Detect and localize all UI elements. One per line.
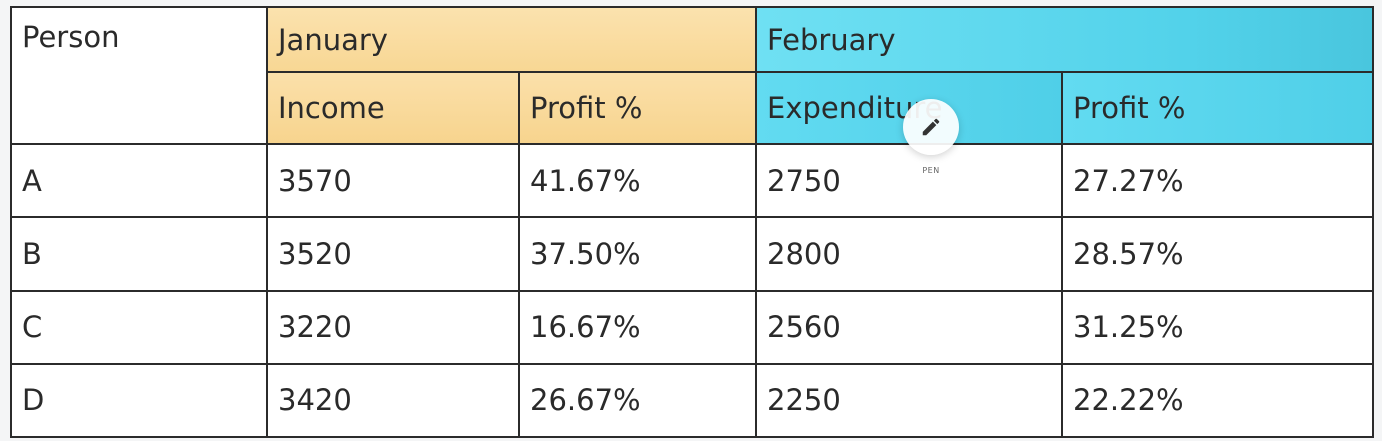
table-row: B 3520 37.50% 2800 28.57% — [10, 216, 1375, 292]
february-profit-cell: 31.25% — [1061, 289, 1375, 365]
person-column-header: Person — [10, 5, 268, 146]
income-cell: 3520 — [266, 216, 520, 292]
income-header: Income — [266, 71, 520, 146]
table-row: C 3220 16.67% 2560 31.25% — [10, 289, 1375, 365]
february-profit-cell: 27.27% — [1061, 143, 1375, 219]
table-row: A 3570 41.67% 2750 27.27% — [10, 143, 1375, 219]
january-header: January — [265, 5, 758, 74]
header-row-metrics: Income Profit % Expenditure Profit % — [11, 71, 1375, 146]
january-profit-cell: 37.50% — [517, 216, 758, 292]
pencil-icon — [922, 118, 940, 136]
expenditure-cell: 2250 — [755, 362, 1064, 439]
header-row-months: Person January February — [10, 5, 1375, 146]
expenditure-cell: 2750 — [755, 143, 1064, 219]
pen-tool-button[interactable] — [903, 99, 959, 155]
january-profit-cell: 16.67% — [517, 289, 758, 365]
person-cell: B — [10, 216, 268, 292]
data-table: Person January February Income Profit % … — [10, 5, 1375, 439]
expenditure-cell: 2800 — [755, 216, 1064, 292]
expenditure-cell: 2560 — [755, 289, 1064, 365]
income-cell: 3220 — [266, 289, 520, 365]
person-cell: A — [10, 143, 268, 219]
person-cell: C — [10, 289, 268, 365]
february-profit-cell: 28.57% — [1061, 216, 1375, 292]
table-row: D 3420 26.67% 2250 22.22% — [10, 362, 1375, 439]
february-profit-header: Profit % — [1061, 71, 1375, 146]
income-cell: 3570 — [266, 143, 520, 219]
february-header: February — [755, 5, 1375, 74]
income-cell: 3420 — [266, 362, 520, 439]
february-profit-cell: 22.22% — [1061, 362, 1375, 439]
pen-tool-label: PEN — [922, 166, 940, 175]
january-profit-cell: 26.67% — [517, 362, 758, 439]
january-profit-cell: 41.67% — [517, 143, 758, 219]
person-cell: D — [10, 362, 268, 439]
january-profit-header: Profit % — [517, 71, 758, 146]
